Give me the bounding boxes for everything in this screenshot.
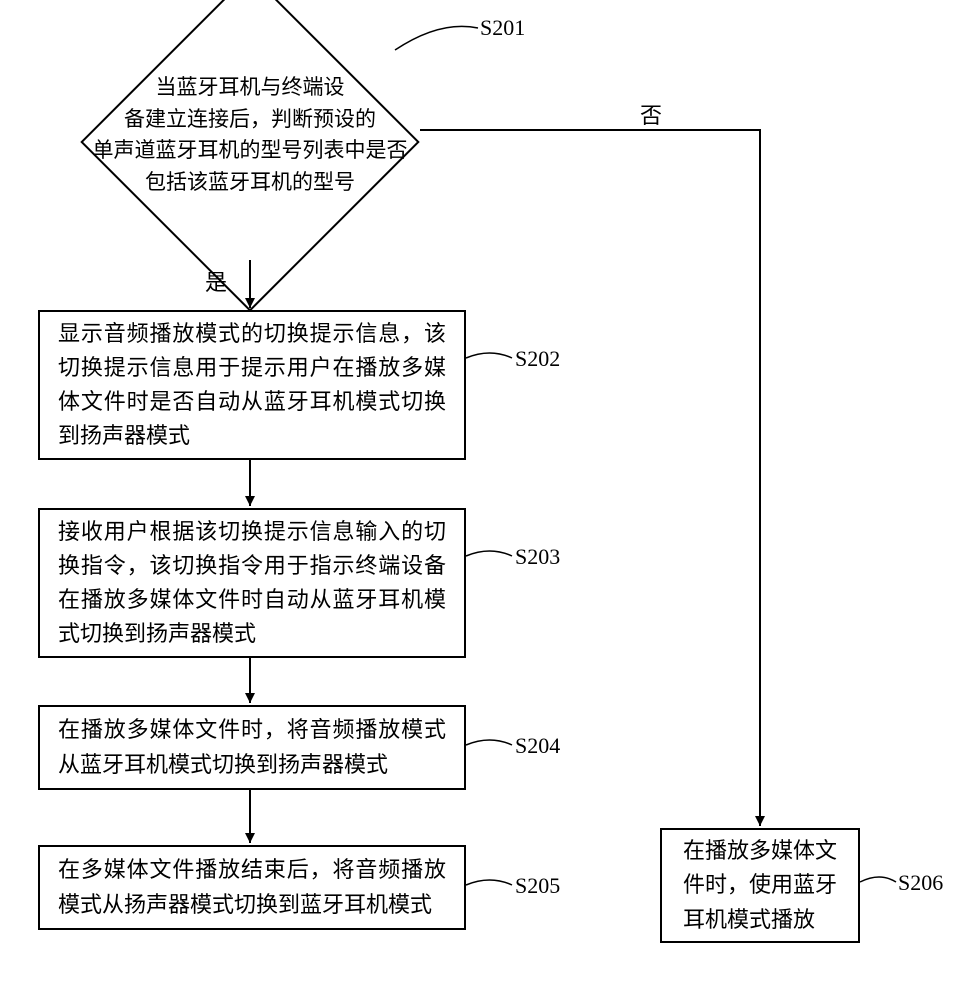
node-text: 在播放多媒体文件时，将音频播放模式从蓝牙耳机模式切换到扬声器模式 xyxy=(58,713,446,781)
node-text: 当蓝牙耳机与终端设 备建立连接后，判断预设的 单声道蓝牙耳机的型号列表中是否 包… xyxy=(93,72,408,198)
leader-s203 xyxy=(466,551,512,556)
decision-text-s201: 当蓝牙耳机与终端设 备建立连接后，判断预设的 单声道蓝牙耳机的型号列表中是否 包… xyxy=(60,30,440,240)
step-label-s205: S205 xyxy=(515,873,560,899)
step-label-s204: S204 xyxy=(515,733,560,759)
step-label-s203: S203 xyxy=(515,544,560,570)
edge-label-yes: 是 xyxy=(205,265,227,297)
process-node-s204: 在播放多媒体文件时，将音频播放模式从蓝牙耳机模式切换到扬声器模式 xyxy=(38,705,466,790)
process-node-s206: 在播放多媒体文 件时，使用蓝牙 耳机模式播放 xyxy=(660,828,860,943)
node-text: 在播放多媒体文 件时，使用蓝牙 耳机模式播放 xyxy=(683,834,837,936)
process-node-s202: 显示音频播放模式的切换提示信息，该切换提示信息用于提示用户在播放多媒体文件时是否… xyxy=(38,310,466,460)
leader-s204 xyxy=(466,740,512,745)
node-text: 接收用户根据该切换提示信息输入的切换指令，该切换指令用于指示终端设备在播放多媒体… xyxy=(58,515,446,651)
node-text: 显示音频播放模式的切换提示信息，该切换提示信息用于提示用户在播放多媒体文件时是否… xyxy=(58,317,446,453)
step-label-s202: S202 xyxy=(515,346,560,372)
leader-s205 xyxy=(466,880,512,885)
process-node-s205: 在多媒体文件播放结束后，将音频播放模式从扬声器模式切换到蓝牙耳机模式 xyxy=(38,845,466,930)
step-label-s201: S201 xyxy=(480,15,525,41)
edge-s201-s206 xyxy=(420,130,760,826)
leader-s206 xyxy=(860,877,896,882)
edge-label-no: 否 xyxy=(640,98,662,130)
node-text: 在多媒体文件播放结束后，将音频播放模式从扬声器模式切换到蓝牙耳机模式 xyxy=(58,853,446,921)
leader-s202 xyxy=(466,353,512,358)
process-node-s203: 接收用户根据该切换提示信息输入的切换指令，该切换指令用于指示终端设备在播放多媒体… xyxy=(38,508,466,658)
step-label-s206: S206 xyxy=(898,870,943,896)
